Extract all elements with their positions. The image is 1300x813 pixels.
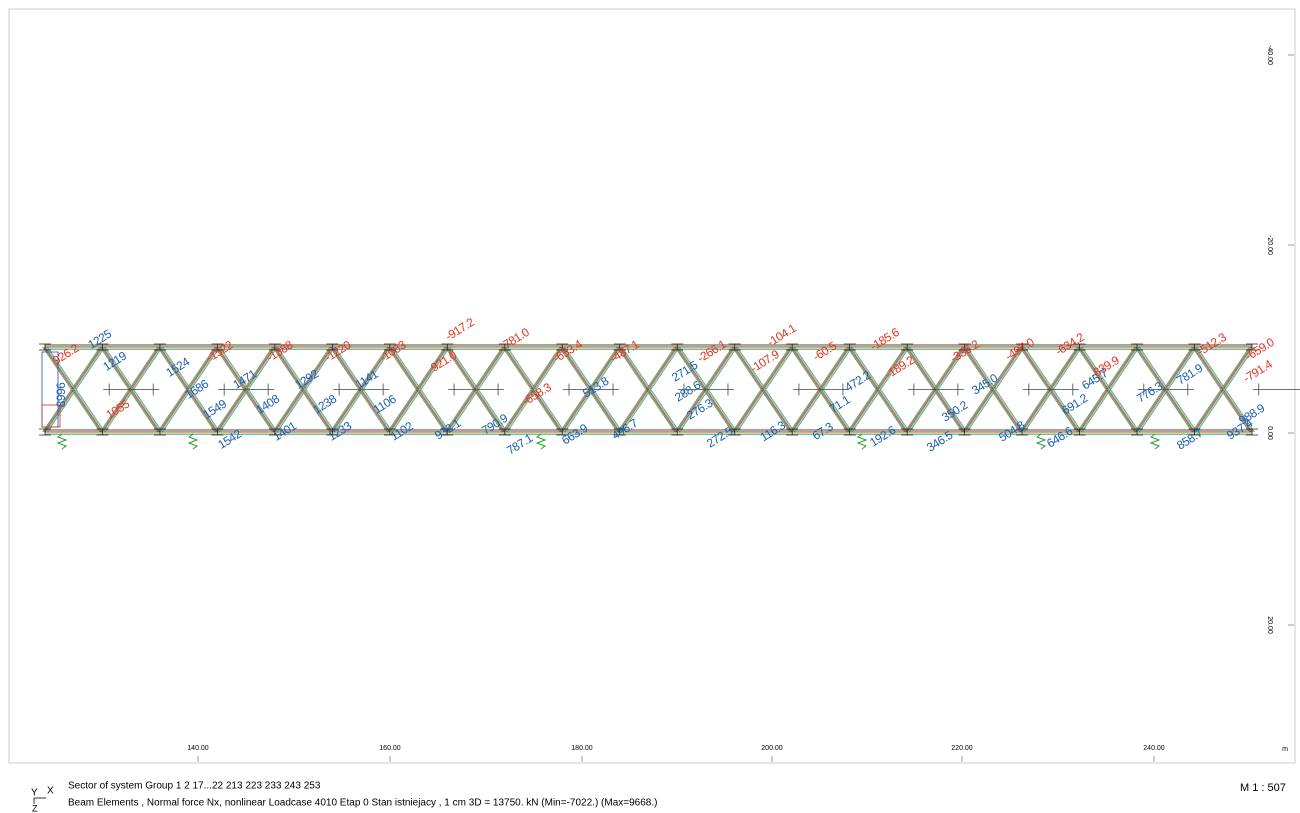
force-label: -1388 bbox=[264, 337, 296, 364]
axis-icon-y: Y bbox=[31, 788, 38, 799]
force-label: 781.9 bbox=[1174, 361, 1205, 388]
y-tick-label: 20.00 bbox=[1266, 616, 1273, 634]
force-label: 1106 bbox=[371, 392, 399, 417]
force-label: 646.6 bbox=[1044, 424, 1075, 451]
y-tick-label: -40.00 bbox=[1266, 45, 1273, 65]
force-label: 1549 bbox=[200, 396, 229, 421]
force-label: -791.4 bbox=[1241, 357, 1275, 386]
force-label: 663.9 bbox=[559, 421, 590, 448]
force-label: 67.3 bbox=[810, 419, 836, 443]
force-label: -512.3 bbox=[1195, 330, 1229, 359]
force-label: -104.1 bbox=[765, 321, 799, 350]
force-label: -1522 bbox=[204, 337, 236, 364]
footer-line: Sector of system Group 1 2 17...22 213 2… bbox=[68, 781, 321, 792]
force-label: -487.1 bbox=[608, 337, 642, 366]
force-label: 192.6 bbox=[867, 423, 898, 450]
force-label: -659.0 bbox=[1243, 335, 1277, 364]
force-label: 691.2 bbox=[1059, 391, 1090, 418]
support-spring bbox=[1037, 434, 1045, 449]
x-tick-label: 220.00 bbox=[951, 745, 973, 752]
scale: M 1 : 507 bbox=[1240, 782, 1286, 794]
force-label: 1238 bbox=[310, 391, 339, 416]
y-tick-label: -20.00 bbox=[1266, 235, 1273, 255]
force-label: -653.4 bbox=[551, 337, 585, 366]
force-label: 8996 bbox=[54, 382, 68, 408]
support-spring bbox=[537, 434, 545, 449]
x-tick-label: 140.00 bbox=[187, 745, 209, 752]
axis-icon-z: Z bbox=[32, 803, 38, 813]
force-label: 921.0 bbox=[428, 348, 459, 375]
force-label: 1102 bbox=[388, 419, 416, 444]
force-label: -60.5 bbox=[810, 338, 839, 363]
support-spring bbox=[1151, 434, 1159, 449]
x-tick-label: 180.00 bbox=[571, 745, 593, 752]
support-spring bbox=[58, 434, 66, 449]
force-label: -1083 bbox=[377, 337, 409, 364]
force-label: 1401 bbox=[270, 418, 299, 443]
force-label: 1233 bbox=[325, 418, 354, 443]
axis-icon-x: X bbox=[47, 786, 54, 797]
force-label: 1055 bbox=[103, 396, 132, 421]
x-unit: m bbox=[1282, 746, 1288, 753]
support-spring bbox=[858, 434, 866, 449]
x-tick-label: 160.00 bbox=[379, 745, 401, 752]
force-labels: 926.2-1522-1388-1220-1083-917.2-781.0-65… bbox=[50, 315, 1277, 458]
cross-member bbox=[1253, 384, 1300, 396]
force-label: -917.2 bbox=[443, 315, 477, 344]
force-label: 71.1 bbox=[827, 392, 853, 416]
force-label: 504.8 bbox=[996, 418, 1027, 445]
x-tick-label: 240.00 bbox=[1143, 745, 1165, 752]
x-tick-label: 200.00 bbox=[761, 745, 783, 752]
force-label: 1408 bbox=[253, 391, 282, 416]
force-label: -1220 bbox=[322, 337, 354, 364]
page: 926.2-1522-1388-1220-1083-917.2-781.0-65… bbox=[0, 0, 1300, 813]
support-spring bbox=[189, 434, 197, 449]
footer-line: Beam Elements , Normal force Nx, nonline… bbox=[68, 798, 657, 809]
y-tick-label: 0.00 bbox=[1266, 426, 1273, 440]
